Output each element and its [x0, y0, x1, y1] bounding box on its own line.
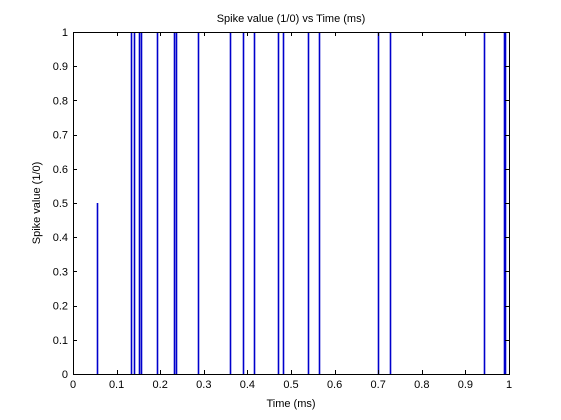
- x-axis-label: Time (ms): [266, 398, 315, 410]
- x-tick-label: 0.1: [109, 379, 124, 391]
- x-tick-label: 0.9: [458, 379, 473, 391]
- y-tick-label: 0.9: [53, 61, 68, 73]
- x-tick-label: 0.5: [283, 379, 298, 391]
- x-tick-label: 0.8: [414, 379, 429, 391]
- chart-title: Spike value (1/0) vs Time (ms): [217, 13, 366, 25]
- y-tick-label: 0.7: [53, 130, 68, 142]
- y-axis-label: Spike value (1/0): [31, 162, 43, 245]
- x-tick-label: 1: [506, 379, 512, 391]
- y-ticks: 0 0.1 0.2 0.3 0.4 0.5 0.6 0.7 0.8 0.9 1: [53, 27, 509, 381]
- y-tick-label: 0.2: [53, 301, 68, 313]
- x-ticks: 0 0.1 0.2 0.3 0.4 0.5 0.6 0.7 0.8 0.9 1: [70, 32, 512, 391]
- y-tick-label: 1: [62, 27, 68, 39]
- x-tick-label: 0.7: [371, 379, 386, 391]
- y-tick-label: 0: [62, 369, 68, 381]
- spike-lines: [96, 32, 507, 374]
- y-tick-label: 0.5: [53, 198, 68, 210]
- plot-area: [73, 32, 509, 374]
- y-tick-label: 0.4: [53, 232, 68, 244]
- x-tick-label: 0.3: [196, 379, 211, 391]
- x-tick-label: 0: [70, 379, 76, 391]
- x-tick-label: 0.4: [240, 379, 255, 391]
- x-tick-label: 0.6: [327, 379, 342, 391]
- y-tick-label: 0.3: [53, 266, 68, 278]
- y-tick-label: 0.6: [53, 164, 68, 176]
- y-tick-label: 0.1: [53, 335, 68, 347]
- x-tick-label: 0.2: [153, 379, 168, 391]
- y-tick-label: 0.8: [53, 95, 68, 107]
